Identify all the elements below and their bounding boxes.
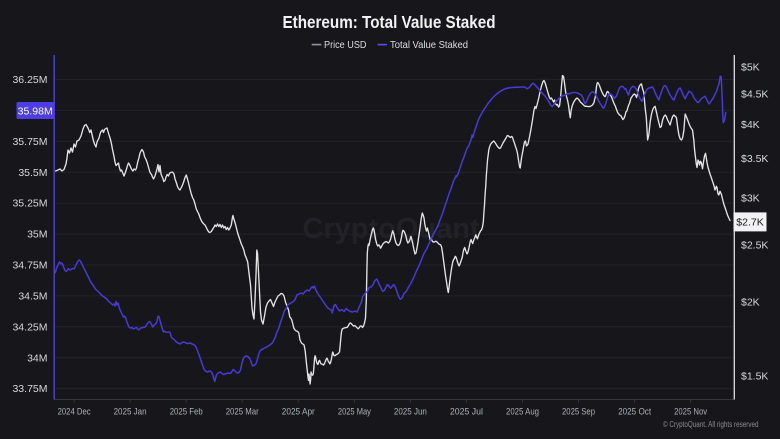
svg-text:2025 Sep: 2025 Sep xyxy=(562,407,595,418)
svg-text:$2.7K: $2.7K xyxy=(736,217,763,229)
svg-text:35.5M: 35.5M xyxy=(18,167,47,179)
svg-text:2025 Mar: 2025 Mar xyxy=(226,407,259,418)
svg-text:36.25M: 36.25M xyxy=(12,74,47,86)
svg-text:2025 Aug: 2025 Aug xyxy=(506,407,539,418)
svg-text:35.98M: 35.98M xyxy=(18,105,53,117)
svg-text:© CryptoQuant. All rights rese: © CryptoQuant. All rights reserved xyxy=(663,420,759,429)
svg-text:35.75M: 35.75M xyxy=(12,136,47,148)
svg-text:2025 Jan: 2025 Jan xyxy=(114,407,147,418)
svg-text:$2K: $2K xyxy=(741,297,760,309)
svg-text:$1.5K: $1.5K xyxy=(741,371,768,383)
svg-text:2025 Oct: 2025 Oct xyxy=(618,407,651,418)
svg-text:2025 Jul: 2025 Jul xyxy=(450,407,483,418)
svg-text:34.5M: 34.5M xyxy=(18,291,47,303)
svg-text:2025 Jun: 2025 Jun xyxy=(394,407,427,418)
svg-text:CryptoQuant: CryptoQuant xyxy=(302,213,480,245)
svg-text:33.75M: 33.75M xyxy=(12,383,47,395)
svg-text:$4K: $4K xyxy=(741,119,760,131)
svg-text:$2.5K: $2.5K xyxy=(741,239,768,251)
svg-text:$5K: $5K xyxy=(741,62,760,74)
svg-text:Price USD: Price USD xyxy=(324,39,367,51)
svg-text:2025 Feb: 2025 Feb xyxy=(170,407,203,418)
svg-text:Ethereum: Total Value Staked: Ethereum: Total Value Staked xyxy=(283,12,496,32)
svg-text:2025 Nov: 2025 Nov xyxy=(674,407,707,418)
svg-text:$3K: $3K xyxy=(741,193,760,205)
svg-text:$4.5K: $4.5K xyxy=(741,89,768,101)
svg-text:2025 Apr: 2025 Apr xyxy=(282,407,315,418)
svg-text:34.75M: 34.75M xyxy=(12,260,47,272)
svg-text:34.25M: 34.25M xyxy=(12,321,47,333)
svg-text:Total Value Staked: Total Value Staked xyxy=(390,39,468,51)
svg-text:34M: 34M xyxy=(27,352,47,364)
svg-text:$3.5K: $3.5K xyxy=(741,153,768,165)
svg-text:2024 Dec: 2024 Dec xyxy=(58,407,91,418)
svg-text:35.25M: 35.25M xyxy=(12,198,47,210)
svg-text:2025 May: 2025 May xyxy=(338,407,371,418)
svg-text:35M: 35M xyxy=(27,229,47,241)
